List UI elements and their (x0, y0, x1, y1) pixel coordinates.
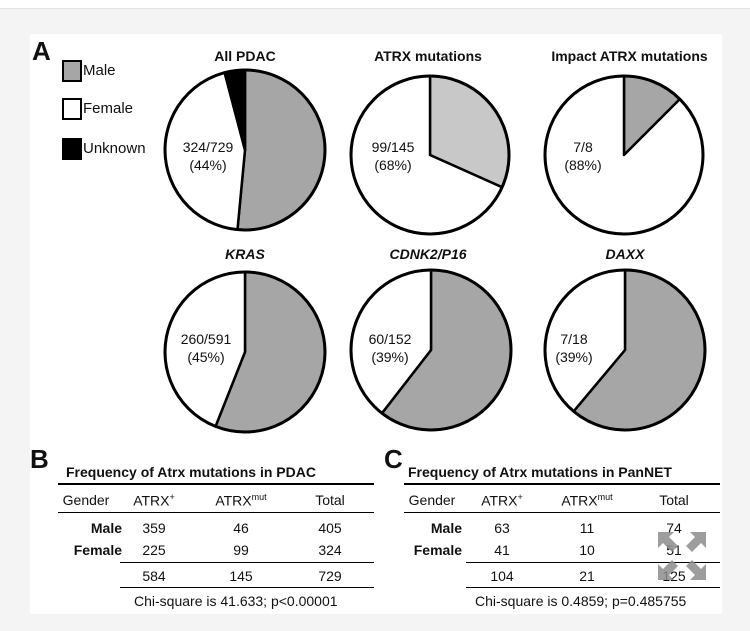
table-pannet-chisq: Chi-square is 0.4859; p=0.485755 (475, 593, 687, 609)
table-pdac-sum-rule (120, 562, 374, 563)
table-title-pdac: Frequency of Atrx mutations in PDAC (66, 464, 316, 480)
pie-count-kras: 260/591 (180, 331, 232, 347)
pie-outline (543, 268, 707, 432)
table-pdac-row-sum-atrx: 584 (142, 568, 166, 584)
table-pannet-row-male-atrx: 63 (494, 520, 510, 536)
table-pdac-header-gender: Gender (62, 492, 110, 508)
header-atrx-sup: + (517, 492, 523, 502)
pie-title-daxx: DAXX (605, 246, 645, 262)
pie-count-all-pdac: 324/729 (182, 139, 234, 155)
pie-pct-atrx-mutations: (68%) (374, 157, 412, 173)
pie-pct-daxx: (39%) (555, 349, 593, 365)
header-atrx-mut-sup: mut (597, 492, 613, 502)
pie-pct-impact-atrx: (88%) (564, 157, 602, 173)
pie-label-atrx-mutations: 99/145 (68%) (348, 138, 438, 174)
legend-label-female: Female (83, 100, 134, 117)
pie-count-atrx-mutations: 99/145 (371, 139, 415, 155)
legend-label-unknown: Unknown (83, 140, 146, 157)
pie-outline (163, 270, 327, 434)
pie-label-daxx: 7/18 (39%) (529, 330, 619, 366)
table-pannet-row-female-label: Female (413, 542, 462, 558)
table-pannet-header-total: Total (659, 492, 689, 508)
table-pdac-header-rule (58, 512, 374, 513)
pie-outline (163, 68, 327, 232)
legend-swatch-male (62, 60, 82, 82)
header-atrx-mut-text: ATRX (215, 492, 252, 509)
table-pannet-header-atrx-plus: ATRX+ (472, 492, 532, 509)
table-pdac-row-male-mut: 46 (233, 520, 249, 536)
pie-pct-all-pdac: (44%) (189, 157, 227, 173)
panel-b-letter: B (30, 444, 49, 474)
table-pdac-row-female-total: 324 (318, 542, 342, 558)
panel-c-letter: C (384, 444, 403, 474)
table-title-pannet: Frequency of Atrx mutations in PanNET (408, 464, 672, 480)
pie-pct-cdnk2-p16: (39%) (371, 349, 409, 365)
table-pdac-row-female-label: Female (73, 542, 122, 558)
pie-label-impact-atrx: 7/8 (88%) (538, 138, 628, 174)
table-pannet-row-male-mut: 11 (579, 520, 595, 536)
pie-outline (543, 74, 705, 236)
table-pdac-header-atrx-mut: ATRXmut (206, 492, 276, 509)
table-pannet-row-sum-mut: 21 (579, 568, 595, 584)
pie-chart-atrx-mutations (349, 74, 511, 236)
pie-count-impact-atrx: 7/8 (573, 139, 593, 155)
table-pannet-bottom-rule (466, 587, 720, 588)
pie-chart-kras (163, 270, 327, 434)
table-pannet-header-gender: Gender (408, 492, 456, 508)
header-atrx-mut-sup: mut (251, 492, 267, 502)
table-pdac-top-rule (58, 483, 374, 485)
pie-outline (349, 74, 511, 236)
table-pdac-row-female-mut: 99 (233, 542, 249, 558)
panel-a-letter: A (32, 36, 51, 66)
pie-title-kras: KRAS (225, 246, 265, 262)
table-pannet-top-rule (404, 483, 720, 485)
viewer-top-bar (0, 0, 750, 9)
table-pannet-sum-rule (466, 562, 720, 563)
pie-label-kras: 260/591 (45%) (161, 330, 251, 366)
table-pdac-header-atrx-plus: ATRX+ (124, 492, 184, 509)
legend-label-male: Male (83, 62, 116, 79)
header-atrx-text: ATRX (133, 492, 170, 509)
table-pannet-header-rule (404, 512, 720, 513)
legend-swatch-unknown (62, 138, 82, 160)
figure: A Male Female Unknown All PDAC 324/729 (4… (30, 34, 722, 614)
pie-title-cdnk2-p16: CDNK2/P16 (389, 246, 467, 262)
pie-outline (349, 268, 513, 432)
table-pannet-row-male-label: Male (430, 520, 462, 536)
pie-label-all-pdac: 324/729 (44%) (163, 138, 253, 174)
table-pdac-chisq: Chi-square is 41.633; p<0.00001 (134, 593, 338, 609)
pie-title-impact-atrx: Impact ATRX mutations (551, 48, 708, 64)
table-pannet-row-sum-atrx: 104 (490, 568, 514, 584)
table-pdac-row-sum-total: 729 (318, 568, 342, 584)
pie-title-all-pdac: All PDAC (214, 48, 276, 64)
pie-chart-cdnk2-p16 (349, 268, 513, 432)
expand-icon[interactable] (656, 530, 708, 582)
table-pdac-row-female-atrx: 225 (142, 542, 166, 558)
table-pdac-bottom-rule (120, 587, 374, 588)
header-atrx-text: ATRX (481, 492, 518, 509)
table-pdac-row-male-label: Male (90, 520, 122, 536)
pie-label-cdnk2-p16: 60/152 (39%) (345, 330, 435, 366)
pie-chart-impact-atrx (543, 74, 705, 236)
pie-pct-kras: (45%) (187, 349, 225, 365)
table-pannet-row-female-atrx: 41 (494, 542, 510, 558)
pie-chart-all-pdac (163, 68, 327, 232)
pie-title-atrx-mutations: ATRX mutations (374, 48, 482, 64)
table-pdac-header-total: Total (315, 492, 345, 508)
pie-count-cdnk2-p16: 60/152 (368, 331, 412, 347)
pie-count-daxx: 7/18 (560, 331, 588, 347)
table-pdac-row-male-total: 405 (318, 520, 342, 536)
pie-chart-daxx (543, 268, 707, 432)
table-pannet-row-female-mut: 10 (579, 542, 595, 558)
header-atrx-sup: + (169, 492, 175, 502)
header-atrx-mut-text: ATRX (561, 492, 598, 509)
legend-swatch-female (62, 98, 82, 120)
table-pannet-header-atrx-mut: ATRXmut (550, 492, 624, 509)
table-pdac-row-male-atrx: 359 (142, 520, 166, 536)
table-pdac-row-sum-mut: 145 (229, 568, 253, 584)
